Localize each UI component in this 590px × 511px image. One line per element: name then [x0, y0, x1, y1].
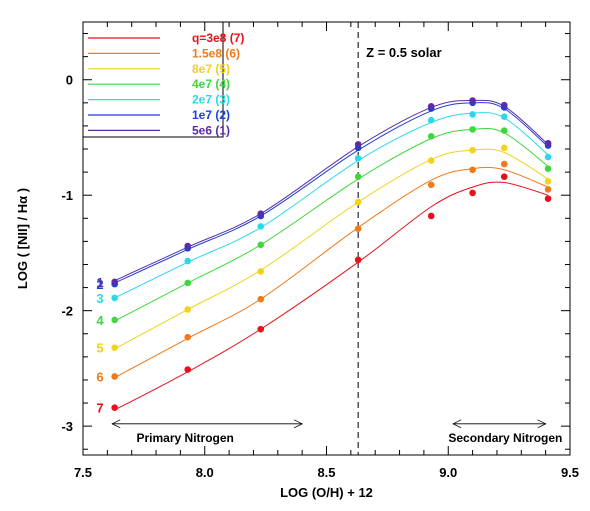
data-point [354, 154, 362, 162]
x-axis-title: LOG (O/H) + 12 [280, 485, 373, 500]
data-point [257, 325, 265, 333]
data-point [354, 173, 362, 181]
data-point [257, 223, 265, 230]
model-curve-7 [114, 181, 549, 411]
curve-number-label: 7 [96, 401, 103, 416]
data-point [469, 97, 476, 104]
model-curve-4 [114, 127, 549, 322]
primary-arrow-head-left [111, 419, 121, 429]
data-point [427, 133, 435, 140]
data-point [257, 268, 265, 275]
data-point [544, 178, 552, 185]
curve-number-label: 4 [96, 313, 104, 328]
data-points [111, 97, 552, 411]
y-tick-label: -2 [61, 304, 73, 319]
data-point [500, 173, 508, 181]
legend-label: 1.5e8 (6) [192, 46, 240, 60]
data-point [500, 127, 508, 134]
curve-number-label: 6 [96, 369, 103, 384]
model-curve-3 [114, 112, 549, 299]
data-point [257, 295, 265, 303]
annotations: Z = 0.5 solar Primary Nitrogen Secondary N… [111, 22, 562, 455]
secondary-arrow-head-right [537, 419, 547, 429]
data-point [427, 212, 435, 220]
data-point [500, 144, 508, 152]
secondary-nitrogen-label: Secondary Nitrogen [448, 431, 562, 445]
legend-label: 5e6 (1) [192, 123, 230, 137]
curve-number-label: 5 [96, 341, 103, 356]
data-point [184, 306, 192, 313]
data-point [544, 195, 552, 202]
data-point [111, 373, 118, 380]
data-point [469, 111, 476, 118]
primary-nitrogen-label: Primary Nitrogen [137, 431, 234, 445]
legend-label: 4e7 (4) [192, 77, 230, 91]
data-point [500, 160, 508, 168]
data-point [354, 256, 362, 264]
data-point [354, 225, 362, 232]
data-point [257, 210, 265, 217]
data-point [184, 242, 192, 250]
data-point [427, 157, 435, 164]
data-point [469, 126, 476, 133]
y-tick-label: -1 [61, 188, 73, 203]
data-point [111, 316, 118, 324]
curve-number-label: 3 [96, 291, 103, 306]
data-point [500, 113, 508, 120]
data-point [354, 198, 362, 206]
data-point [427, 181, 435, 189]
secondary-arrow-head-left [452, 419, 462, 429]
data-point [111, 294, 118, 302]
data-point [427, 102, 435, 110]
curve-number-label: 1 [96, 275, 103, 290]
legend-label: 2e7 (3) [192, 93, 230, 107]
legend-label: 8e7 (5) [192, 62, 230, 76]
y-tick-label: -3 [61, 419, 73, 434]
x-tick-label: 9.5 [561, 465, 579, 480]
data-point [111, 344, 118, 351]
primary-arrow-head-right [293, 419, 304, 429]
data-point [354, 141, 362, 148]
data-point [469, 146, 476, 154]
data-point [184, 279, 192, 287]
curve-labels: 7 6 5 4 321 [96, 275, 104, 416]
data-point [544, 165, 552, 172]
x-tick-label: 8.0 [196, 465, 214, 480]
legend-label: q=3e8 (7) [192, 31, 244, 45]
data-point [469, 166, 476, 174]
curve-number-label: 2 [96, 277, 103, 292]
model-curve-1 [114, 99, 549, 282]
y-axis-title: LOG ( [NII] / Hα ) [15, 188, 30, 289]
legend-label: 1e7 (2) [192, 108, 230, 122]
x-tick-label: 8.5 [317, 465, 335, 480]
z-label: Z = 0.5 solar [366, 45, 442, 60]
data-point [184, 257, 192, 265]
x-tick-label: 7.5 [74, 465, 92, 480]
data-point [427, 116, 435, 124]
data-point [111, 404, 118, 411]
model-curve-2 [114, 102, 549, 284]
data-point [544, 186, 552, 193]
y-tick-label: 0 [66, 73, 73, 88]
model-curve-6 [114, 166, 549, 379]
data-point [184, 333, 192, 341]
x-tick-label: 9.0 [439, 465, 457, 480]
data-point [111, 278, 118, 286]
legend-box [82, 21, 224, 138]
model-curves [114, 99, 549, 411]
data-point [500, 101, 508, 109]
legend: q=3e8 (7)1.5e8 (6) 8e7 (5)4e7 (4) 2e7 (3)1… [82, 21, 244, 138]
data-point [544, 153, 552, 161]
data-point [184, 366, 192, 373]
data-point [544, 139, 552, 147]
data-point [469, 189, 476, 197]
axes: 7.5 8.0 8.5 9.0 9.5 0 -1 -2 -3 LOG (O/H) + 12 LOG … [15, 22, 579, 500]
data-point [257, 241, 265, 249]
